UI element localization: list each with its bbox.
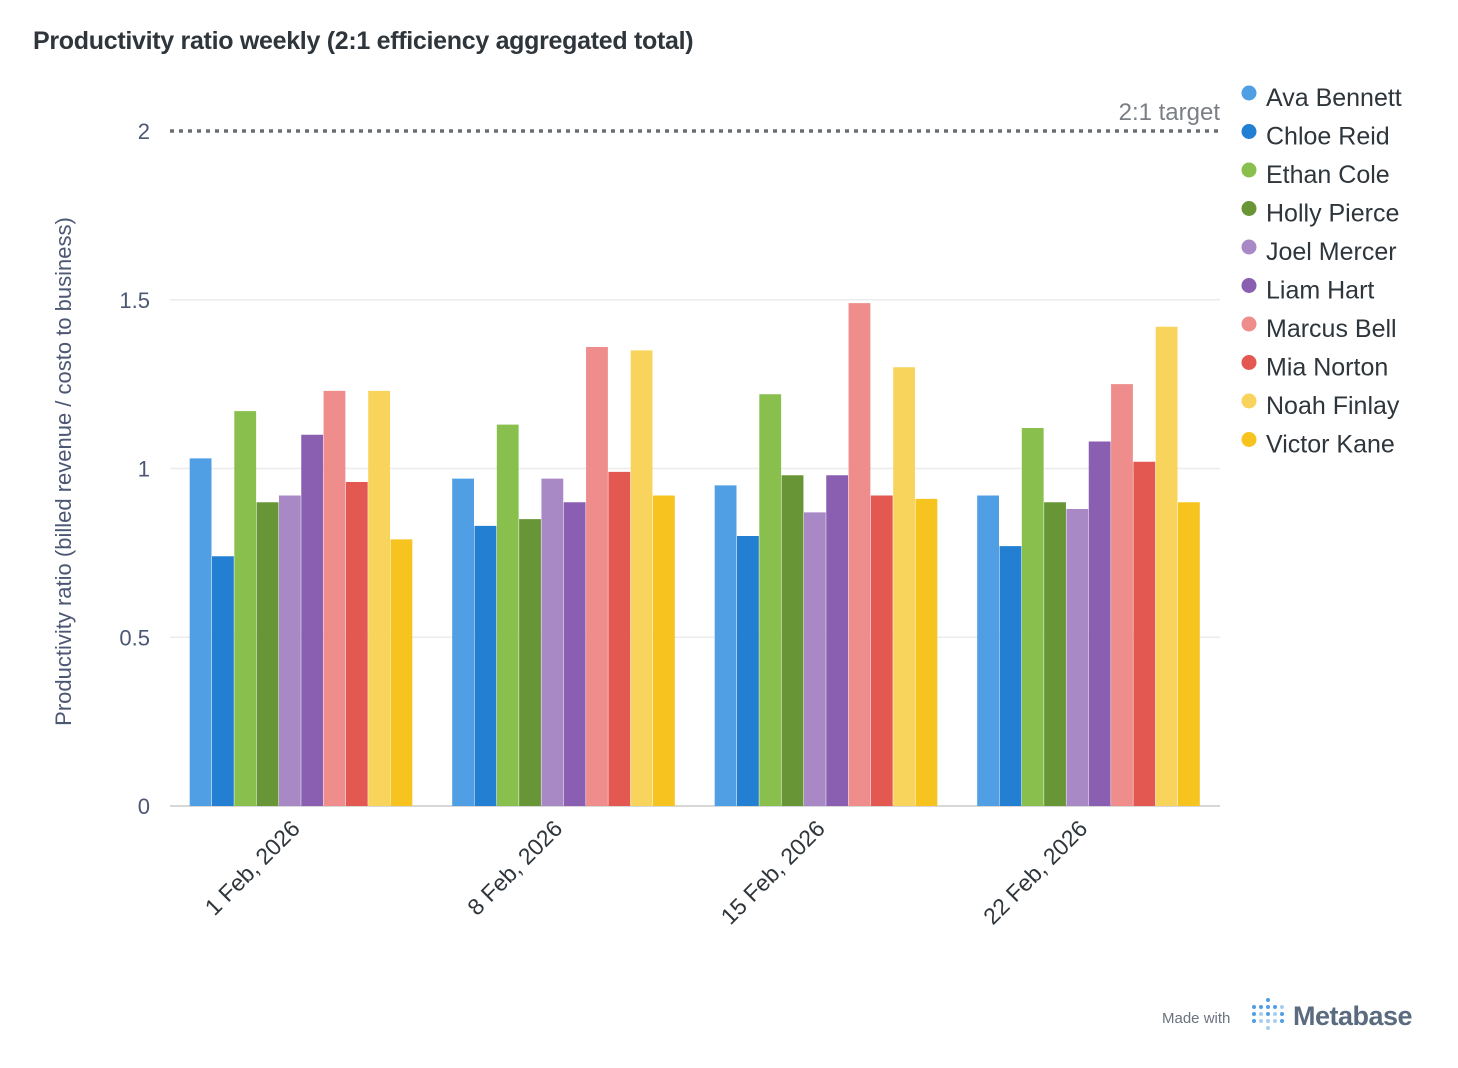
bar-noah-finlay [893, 367, 915, 806]
y-tick-label: 2 [138, 119, 150, 144]
legend-item: Chloe Reid [1266, 123, 1390, 151]
bar-chloe-reid [737, 536, 759, 806]
metabase-logo-icon [1252, 998, 1284, 1030]
x-tick-label: 22 Feb, 2026 [978, 815, 1092, 929]
bar-liam-hart [826, 475, 849, 806]
bar-mia-norton [345, 482, 368, 806]
bar-liam-hart [301, 434, 324, 806]
bar-marcus-bell [1111, 384, 1133, 806]
legend-item: Noah Finlay [1266, 392, 1400, 420]
bar-noah-finlay [630, 350, 653, 806]
reference-line-label: 2:1 target [1119, 99, 1221, 126]
bar-marcus-bell [323, 390, 346, 806]
bar-mia-norton [608, 471, 631, 806]
bar-joel-mercer [541, 478, 564, 806]
bar-ava-bennett [189, 458, 212, 806]
bar-ava-bennett [714, 485, 737, 806]
bar-holly-pierce [519, 519, 541, 806]
legend-item: Ava Bennett [1266, 84, 1402, 112]
legend-dot [1241, 85, 1257, 101]
bar-marcus-bell [848, 303, 871, 806]
metabase-brand: Metabase [1293, 1001, 1413, 1031]
bar-joel-mercer [1066, 509, 1089, 806]
legend-dot [1241, 162, 1257, 178]
bar-ethan-cole [496, 424, 519, 806]
legend-dot [1241, 239, 1257, 255]
legend-dot [1241, 316, 1257, 332]
bar-chloe-reid [474, 525, 497, 806]
legend-dot [1241, 432, 1257, 447]
legend-item: Joel Mercer [1266, 238, 1397, 266]
bar-holly-pierce [781, 475, 804, 806]
y-tick-label: 1.5 [119, 288, 150, 313]
bar-liam-hart [563, 502, 586, 806]
legend-dot [1241, 201, 1257, 216]
bar-ethan-cole [234, 411, 257, 806]
y-tick-label: 0 [138, 794, 150, 819]
bar-liam-hart [1088, 441, 1111, 806]
bar-holly-pierce [256, 502, 279, 806]
bar-joel-mercer [278, 495, 301, 806]
bar-chloe-reid [999, 546, 1022, 806]
chart-title: Productivity ratio weekly (2:1 efficienc… [33, 27, 694, 55]
x-tick-label: 1 Feb, 2026 [200, 815, 305, 920]
bar-ava-bennett [452, 478, 474, 806]
bar-ethan-cole [1021, 428, 1044, 806]
bar-noah-finlay [1155, 326, 1178, 806]
bar-victor-kane [1178, 502, 1200, 806]
bar-ethan-cole [759, 394, 782, 806]
bar-joel-mercer [803, 512, 826, 806]
legend-item: Victor Kane [1266, 431, 1395, 459]
legend-dot [1241, 355, 1257, 370]
y-tick-label: 1 [138, 457, 150, 482]
legend-item: Mia Norton [1266, 354, 1388, 382]
bar-holly-pierce [1044, 502, 1066, 806]
legend-item: Ethan Cole [1266, 161, 1390, 189]
bar-victor-kane [653, 495, 675, 806]
legend-dot [1241, 124, 1257, 139]
x-tick-label: 8 Feb, 2026 [462, 815, 567, 920]
legend-item: Marcus Bell [1266, 315, 1397, 343]
bar-mia-norton [1133, 461, 1156, 806]
bar-victor-kane [390, 539, 413, 806]
bar-victor-kane [915, 498, 938, 806]
bar-ava-bennett [977, 495, 999, 806]
legend-dot [1241, 393, 1257, 409]
y-axis-label: Productivity ratio (billed revenue / cos… [51, 217, 76, 726]
legend-item: Holly Pierce [1266, 200, 1399, 228]
bar-chloe-reid [212, 556, 234, 806]
y-tick-label: 0.5 [119, 625, 150, 650]
made-with-label: Made with [1162, 1010, 1231, 1027]
bar-noah-finlay [368, 390, 390, 806]
bar-marcus-bell [586, 347, 608, 806]
bar-mia-norton [870, 495, 893, 806]
x-tick-label: 15 Feb, 2026 [716, 815, 830, 929]
legend-item: Liam Hart [1266, 277, 1374, 305]
legend-dot [1241, 278, 1257, 293]
